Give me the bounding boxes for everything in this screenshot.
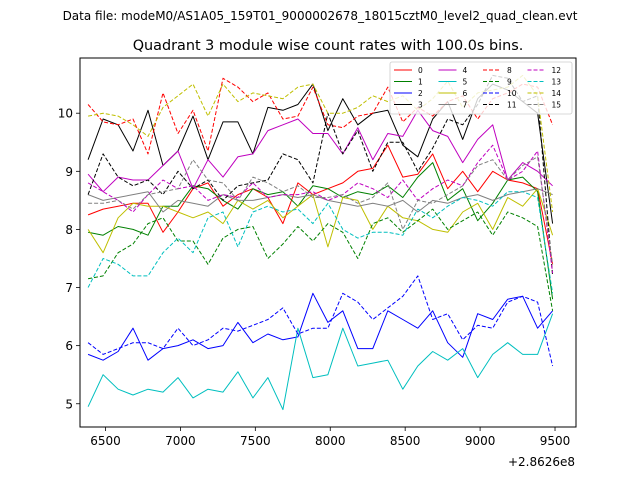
legend-label-12: 12 <box>552 66 562 75</box>
legend-label-14: 14 <box>552 89 562 98</box>
x-tick-label-8500: 8500 <box>390 434 421 448</box>
legend-box <box>389 61 573 115</box>
legend-label-2: 2 <box>418 89 423 98</box>
plot-area: 6500 7000 7500 8000 8500 9000 9500567891001234… <box>58 57 577 448</box>
series-line-0 <box>87 144 554 265</box>
x-tick-label-9000: 9000 <box>465 434 496 448</box>
x-axis-offset-label: +2.8626e8 <box>508 455 575 469</box>
y-tick-label-10: 10 <box>58 107 73 121</box>
legend-label-13: 13 <box>552 78 562 87</box>
figure-suptitle: Data file: modeM0/AS1A05_159T01_90000026… <box>63 9 578 23</box>
series-line-2 <box>87 292 553 361</box>
series-line-13 <box>87 191 554 294</box>
series-line-7 <box>87 188 553 213</box>
series-line-4 <box>87 109 553 193</box>
plot-frame <box>79 57 577 428</box>
y-tick-label-9: 9 <box>65 165 73 179</box>
series-line-15 <box>88 156 554 265</box>
y-tick-label-7: 7 <box>65 281 73 295</box>
legend-label-8: 8 <box>507 66 512 75</box>
legend-label-9: 9 <box>507 78 512 87</box>
series-line-14 <box>88 74 554 213</box>
legend-label-4: 4 <box>463 66 468 75</box>
y-tick-label-5: 5 <box>65 397 73 411</box>
series-line-12 <box>87 144 554 274</box>
legend-label-5: 5 <box>463 78 468 87</box>
y-tick-label-8: 8 <box>65 223 73 237</box>
series-line-8 <box>87 77 554 155</box>
x-tick-label-8000: 8000 <box>315 434 346 448</box>
series-line-10 <box>87 275 554 367</box>
x-tick-label-7000: 7000 <box>165 434 196 448</box>
series-line-1 <box>88 162 554 300</box>
series-line-5 <box>87 313 554 411</box>
x-tick-label-6500: 6500 <box>90 434 121 448</box>
x-tick-label-9500: 9500 <box>540 434 571 448</box>
x-tick-label-7500: 7500 <box>240 434 271 448</box>
y-tick-label-6: 6 <box>65 339 73 353</box>
legend-label-15: 15 <box>552 101 562 110</box>
legend-label-6: 6 <box>463 89 468 98</box>
series-line-6 <box>87 188 554 254</box>
legend-label-0: 0 <box>418 66 423 75</box>
legend-label-3: 3 <box>418 101 423 110</box>
legend-label-10: 10 <box>507 89 517 98</box>
chart-title: Quadrant 3 module wise count rates with … <box>133 38 524 54</box>
legend-label-11: 11 <box>507 101 517 110</box>
legend-label-1: 1 <box>418 78 423 87</box>
legend-label-7: 7 <box>463 101 468 110</box>
